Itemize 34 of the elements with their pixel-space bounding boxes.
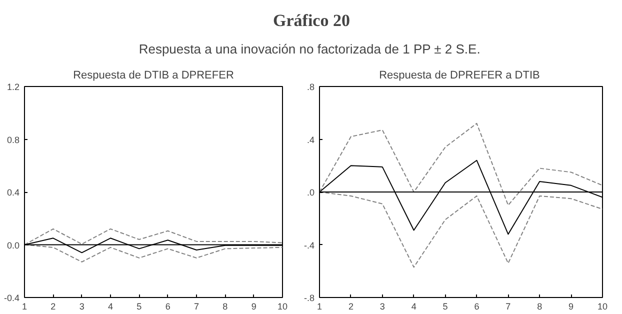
x-tick-label: 1 <box>316 302 322 312</box>
y-tick-label: 0.8 <box>6 134 20 145</box>
x-tick-label: 5 <box>136 302 142 312</box>
x-tick-label: 8 <box>537 302 542 312</box>
text: Gráfico 20 <box>273 10 350 30</box>
chart-title: Respuesta de DTIB a DPREFER <box>73 70 234 82</box>
x-tick-label: 4 <box>411 302 416 312</box>
y-tick-label: .0 <box>306 188 315 198</box>
x-tick-label: 7 <box>194 302 200 312</box>
x-tick-label: 10 <box>597 302 608 312</box>
y-tick-label: 1.2 <box>6 82 20 92</box>
x-tick-label: 3 <box>79 302 84 312</box>
chart-title: Respuesta de DPREFER a DTIB <box>379 70 540 82</box>
x-tick-label: 7 <box>506 302 511 312</box>
y-tick-label: -0.4 <box>4 293 20 303</box>
y-tick-label: 0.4 <box>6 188 20 198</box>
x-tick-label: 4 <box>108 302 114 312</box>
x-tick-label: 6 <box>165 302 170 312</box>
x-tick-label: 2 <box>348 302 354 312</box>
y-tick-label: -.8 <box>304 293 315 303</box>
x-tick-label: 1 <box>22 302 28 312</box>
y-tick-label: .8 <box>306 82 315 92</box>
x-tick-label: 2 <box>50 302 56 312</box>
y-tick-label: 0.0 <box>6 240 20 250</box>
y-tick-label: .4 <box>306 134 315 145</box>
x-tick-label: 9 <box>251 302 256 312</box>
x-tick-label: 10 <box>277 302 288 312</box>
x-tick-label: 6 <box>474 302 480 312</box>
x-tick-label: 9 <box>568 302 574 312</box>
text: Respuesta a una inovación no factorizada de 1 PP ± 2 S.E. <box>138 41 480 56</box>
y-tick-label: -.4 <box>304 240 315 250</box>
x-tick-label: 8 <box>222 302 228 312</box>
x-tick-label: 3 <box>380 302 385 312</box>
x-tick-label: 5 <box>442 302 448 312</box>
